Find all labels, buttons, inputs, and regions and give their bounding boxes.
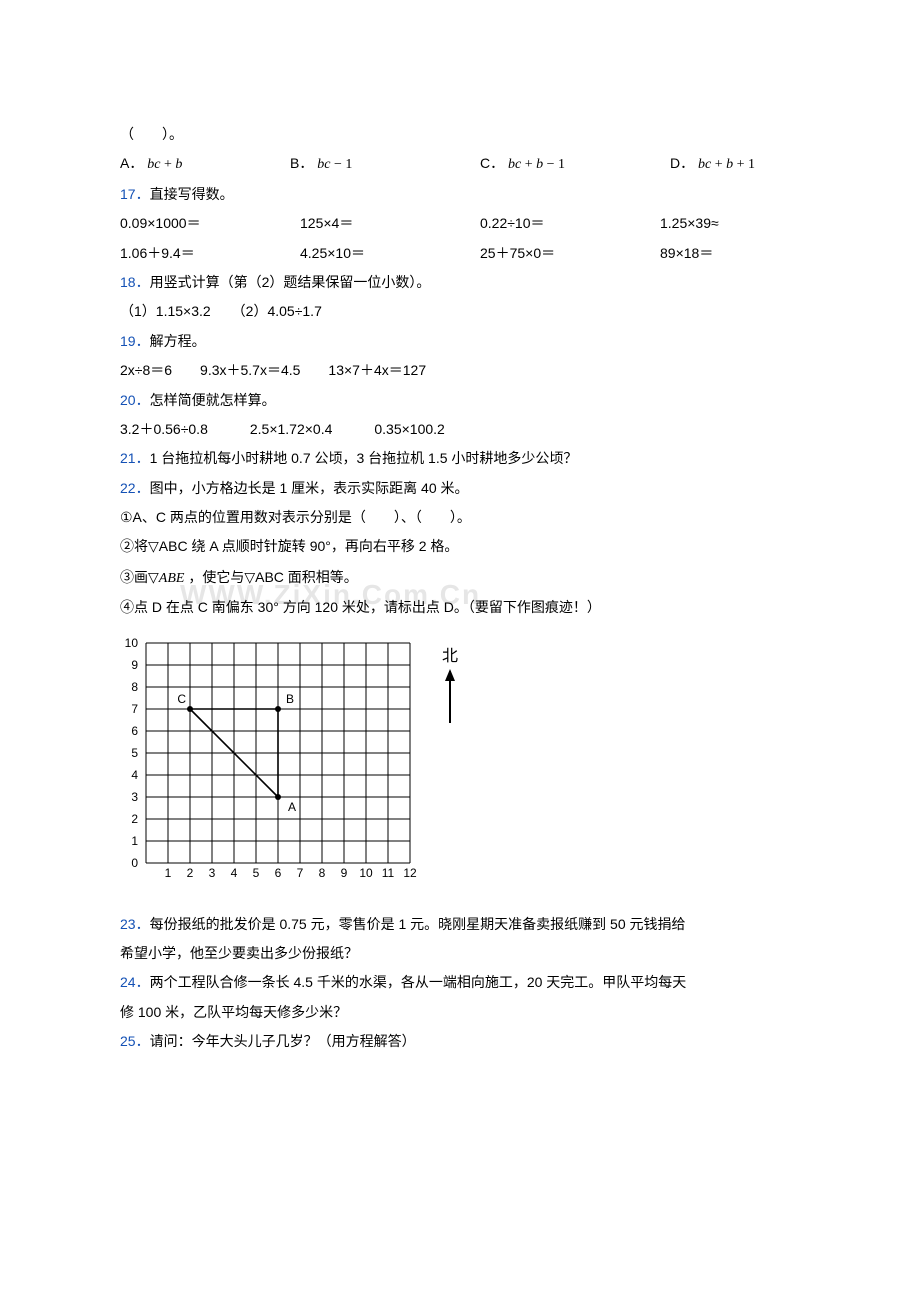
q17-row2: 1.06＋9.4＝ 4.25×10＝ 25＋75×0＝ 89×18＝ [120,239,800,268]
q22-num: 22． [120,480,150,496]
opt-c-expr: bc [508,157,521,172]
q19-num: 19． [120,333,150,349]
q22-s1: ①A、C 两点的位置用数对表示分别是（ ）、（ ）。 [120,503,800,532]
triangle-icon: ▽ [148,571,159,586]
svg-text:5: 5 [253,866,260,880]
q17-r1-d: 1.25×39≈ [660,209,719,238]
opt-b-label: B． [290,155,313,171]
q18-title: 18．用竖式计算（第（2）题结果保留一位小数）。 [120,268,800,297]
svg-text:7: 7 [297,866,304,880]
svg-text:3: 3 [131,790,138,804]
q25: 25．请问：今年大头儿子几岁？（用方程解答） [120,1027,800,1056]
opt-b-expr: bc [317,157,330,172]
q17-num: 17． [120,186,150,202]
svg-text:10: 10 [359,866,373,880]
q20-title: 20．怎样简便就怎样算。 [120,386,800,415]
q21: 21．1 台拖拉机每小时耕地 0.7 公顷，3 台拖拉机 1.5 小时耕地多少公… [120,444,800,473]
svg-text:1: 1 [165,866,172,880]
svg-text:1: 1 [131,834,138,848]
svg-text:10: 10 [125,636,139,650]
q17-title: 17．直接写得数。 [120,180,800,209]
q21-num: 21． [120,450,150,466]
svg-text:7: 7 [131,702,138,716]
q24-num: 24． [120,974,150,990]
q23-num: 23． [120,916,150,932]
svg-text:12: 12 [403,866,417,880]
q19-title: 19．解方程。 [120,327,800,356]
q17-r2-d: 89×18＝ [660,239,713,268]
q17-r2-c: 25＋75×0＝ [480,239,660,268]
triangle-icon: ▽ [148,540,159,555]
svg-text:C: C [177,692,186,706]
opt-a-expr: bc [147,157,160,172]
svg-text:9: 9 [131,658,138,672]
grid-chart: 123456789101112012345678910ABC北 [120,633,800,892]
q17-r1-b: 125×4＝ [300,209,480,238]
q24-l1: 24．两个工程队合修一条长 4.5 千米的水渠，各从一端相向施工，20 天完工。… [120,968,800,997]
svg-text:3: 3 [209,866,216,880]
opt-c-label: C． [480,155,504,171]
q19-eqs: 2x÷8＝6 9.3x＋5.7x＝4.5 13×7＋4x＝127 [120,356,800,385]
q17-row1: 0.09×1000＝ 125×4＝ 0.22÷10＝ 1.25×39≈ [120,209,800,238]
opt-a-label: A． [120,155,143,171]
svg-text:6: 6 [131,724,138,738]
q17-r2-b: 4.25×10＝ [300,239,480,268]
q16-options: A． bc + b B． bc − 1 C． bc + b − 1 D． bc … [120,149,800,179]
pre-line: （ ）。 [120,120,800,149]
svg-text:B: B [286,692,294,706]
svg-text:4: 4 [131,768,138,782]
svg-text:6: 6 [275,866,282,880]
q16-opt-c: C． bc + b − 1 [480,149,670,179]
q22-s3: ③画▽ABE ，使它与▽ABC 面积相等。 [120,563,800,593]
svg-text:2: 2 [187,866,194,880]
q25-num: 25． [120,1033,150,1049]
q16-opt-b: B． bc − 1 [290,149,480,179]
q20-eqs: 3.2＋0.56÷0.8 2.5×1.72×0.4 0.35×100.2 [120,415,800,444]
q17-r1-a: 0.09×1000＝ [120,209,300,238]
q18-sub: （1）1.15×3.2 （2）4.05÷1.7 [120,297,800,326]
q22-s4: ④点 D 在点 C 南偏东 30° 方向 120 米处，请标出点 D。（要留下作… [120,593,800,622]
svg-text:5: 5 [131,746,138,760]
svg-text:2: 2 [131,812,138,826]
opt-d-label: D． [670,155,694,171]
q23-l1: 23．每份报纸的批发价是 0.75 元，零售价是 1 元。晓刚星期天准备卖报纸赚… [120,910,800,939]
svg-text:8: 8 [131,680,138,694]
q23-l2: 希望小学，他至少要卖出多少份报纸？ [120,939,800,968]
q16-opt-a: A． bc + b [120,149,290,179]
opt-d-expr: bc [698,157,711,172]
q16-opt-d: D． bc + b + 1 [670,149,755,179]
q17-r2-a: 1.06＋9.4＝ [120,239,300,268]
svg-text:A: A [288,800,296,814]
svg-text:8: 8 [319,866,326,880]
svg-text:11: 11 [382,866,395,880]
q17-r1-c: 0.22÷10＝ [480,209,660,238]
q22-title: 22．图中，小方格边长是 1 厘米，表示实际距离 40 米。 [120,474,800,503]
q18-num: 18． [120,274,150,290]
svg-text:9: 9 [341,866,348,880]
triangle-icon: ▽ [244,571,255,586]
svg-text:0: 0 [131,856,138,870]
q20-num: 20． [120,392,150,408]
svg-text:4: 4 [231,866,238,880]
svg-text:北: 北 [442,647,458,665]
q24-l2: 修 100 米，乙队平均每天修多少米？ [120,998,800,1027]
q22-s2: ②将▽ABC 绕 A 点顺时针旋转 90°，再向右平移 2 格。 [120,532,800,562]
grid-svg: 123456789101112012345678910ABC北 [120,633,490,887]
